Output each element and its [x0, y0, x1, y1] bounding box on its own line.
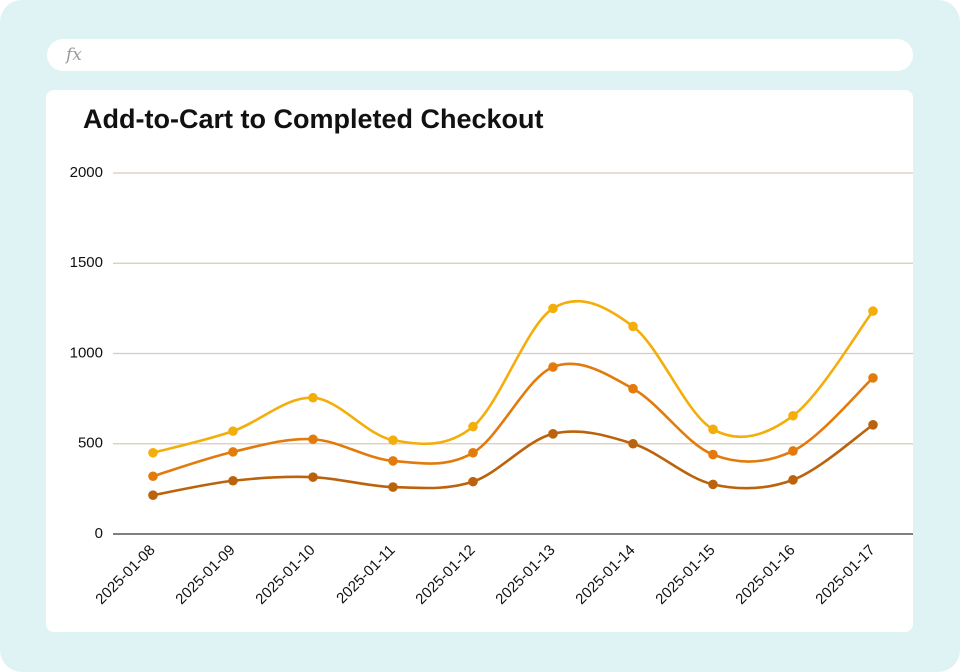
y-tick-label: 2000	[70, 164, 103, 181]
x-tick-label: 2025-01-13	[492, 542, 558, 608]
chart-title: Add-to-Cart to Completed Checkout	[83, 104, 543, 134]
x-tick-label: 2025-01-10	[252, 542, 318, 608]
series-line	[152, 423, 874, 497]
data-point	[708, 424, 718, 435]
data-point	[468, 421, 478, 432]
data-point	[548, 429, 558, 439]
x-tick-label: 2025-01-12	[412, 542, 478, 608]
x-tick-label: 2025-01-09	[172, 542, 238, 608]
data-point	[788, 446, 798, 456]
data-point	[308, 434, 318, 445]
plot-area	[148, 299, 878, 500]
y-tick-label: 1500	[70, 254, 103, 271]
data-point	[788, 475, 798, 485]
data-point	[228, 447, 238, 457]
data-point	[788, 410, 798, 421]
data-point	[388, 456, 398, 466]
x-tick-label: 2025-01-17	[812, 542, 878, 608]
x-tick-label: 2025-01-11	[333, 542, 398, 607]
data-point	[388, 435, 398, 445]
data-point	[868, 306, 878, 316]
data-point	[228, 475, 238, 486]
data-point	[548, 362, 558, 372]
data-point	[148, 447, 158, 458]
y-tick-label: 500	[78, 435, 103, 452]
data-point	[628, 383, 638, 394]
data-point	[228, 426, 238, 436]
data-point	[548, 303, 558, 314]
x-tick-label: 2025-01-16	[732, 542, 798, 608]
x-tick-label: 2025-01-15	[652, 542, 718, 608]
chart-card	[46, 90, 913, 632]
x-tick-label: 2025-01-14	[572, 542, 638, 608]
data-point	[628, 321, 638, 332]
data-point	[388, 482, 398, 492]
data-point	[708, 479, 718, 490]
data-point	[468, 447, 478, 458]
data-point	[708, 449, 718, 460]
series-line	[152, 299, 875, 455]
data-point	[468, 476, 478, 487]
data-point	[148, 471, 158, 482]
data-point	[308, 472, 318, 482]
fx-icon: fx	[66, 45, 82, 65]
x-tick-label: 2025-01-08	[92, 542, 158, 608]
data-point	[308, 392, 318, 403]
data-point	[148, 490, 158, 500]
data-point	[628, 438, 638, 449]
y-tick-label: 0	[95, 525, 103, 542]
data-point	[868, 373, 878, 383]
y-tick-label: 1000	[70, 344, 103, 361]
formula-bar[interactable]: fx	[47, 39, 913, 71]
data-point	[868, 419, 878, 430]
series-line	[152, 362, 874, 478]
